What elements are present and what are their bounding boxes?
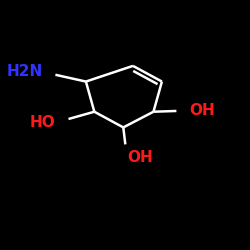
Text: OH: OH <box>190 103 216 118</box>
Text: OH: OH <box>127 150 153 165</box>
Text: HO: HO <box>30 115 56 130</box>
Text: H2N: H2N <box>6 64 43 80</box>
